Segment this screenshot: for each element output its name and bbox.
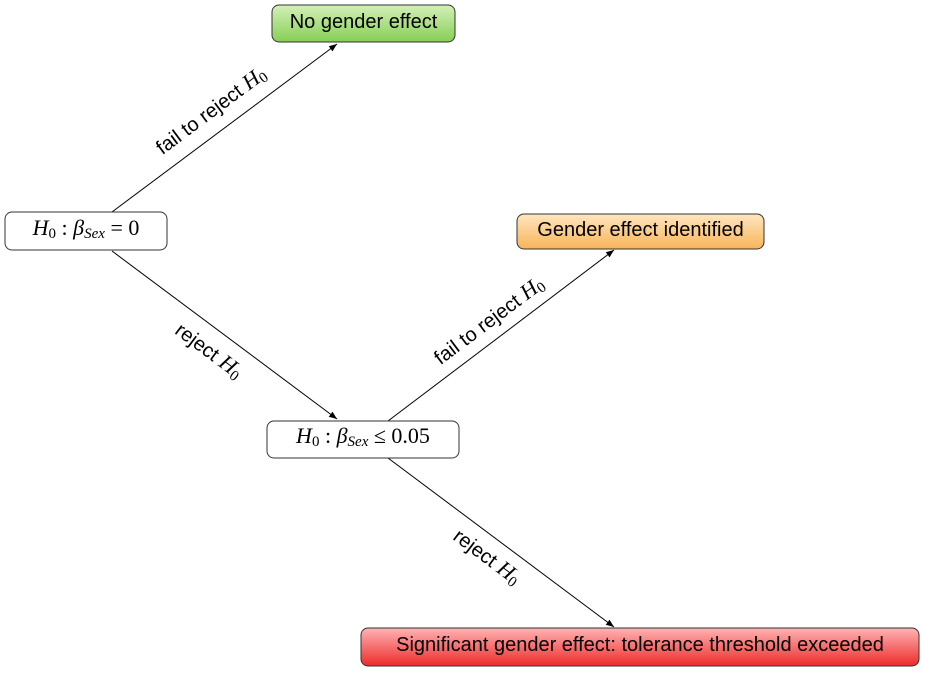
label-part: Sex [84,226,105,242]
node-label: Gender effect identified [537,219,743,241]
node-box [516,213,765,250]
label-part: Significant gender effect: tolerance thr… [396,634,884,656]
label-part: Gender effect identified [537,219,743,241]
label-part: β [336,423,348,448]
edge-label: fail to reject H0 [150,61,272,161]
label-part: H [32,215,50,240]
label-part: : [319,423,336,448]
node-label: Significant gender effect: tolerance thr… [396,634,884,656]
label-part: fail to reject [430,287,529,369]
node-label: H0 : βSex = 0 [32,215,140,242]
edge [111,43,338,213]
label-part: β [72,215,84,240]
edge [387,249,615,422]
node-box [4,211,168,251]
node-box [360,627,920,667]
edge-label: reject H0 [169,317,248,385]
label-part: : [56,215,73,240]
edge [387,457,615,628]
label-part: H [295,423,313,448]
label-part: No gender effect [290,11,438,33]
label-part: 0 [49,226,57,242]
edge-label: reject H0 [447,523,526,592]
node-box [266,420,460,459]
edge-label: fail to reject H0 [429,271,550,372]
label-part: 0 [312,434,320,450]
label-part: Sex [348,434,369,450]
node-label: H0 : βSex ≤ 0.05 [295,423,430,450]
node-box [271,4,456,43]
label-part: = 0 [105,215,139,240]
edge [111,250,338,420]
node-label: No gender effect [290,11,438,33]
label-part: ≤ 0.05 [368,423,430,448]
